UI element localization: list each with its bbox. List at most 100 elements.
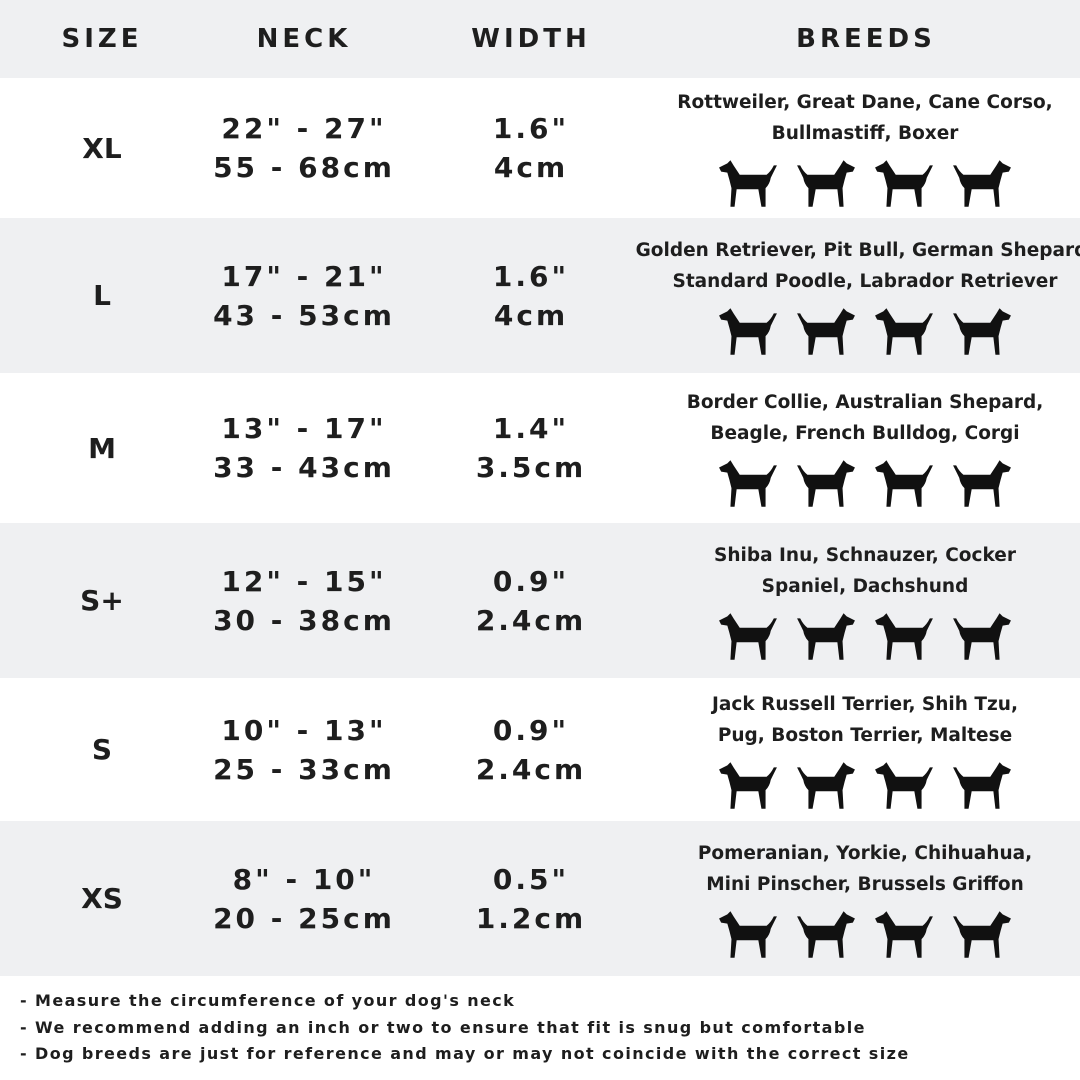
neck-inches: 17" - 21" (221, 259, 387, 293)
shih-tzu-icon (797, 761, 855, 809)
neck-cell: 8" - 10" 20 - 25cm (204, 821, 404, 976)
bullmastiff-icon (953, 160, 1011, 207)
width-inches: 0.9" (492, 713, 570, 747)
table-header: SIZE NECK WIDTH BREEDS (0, 0, 1080, 78)
width-inches: 0.9" (492, 564, 570, 598)
breeds-line: Standard Poodle, Labrador Retriever (672, 270, 1058, 292)
width-inches: 1.6" (492, 259, 570, 293)
width-cell: 1.6" 4cm (431, 218, 631, 373)
size-label: XL (82, 131, 122, 165)
breeds-line: Pug, Boston Terrier, Maltese (717, 724, 1013, 746)
note: - Dog breeds are just for reference and … (20, 1044, 910, 1063)
note: - Measure the circumference of your dog'… (20, 991, 516, 1010)
width-cm: 2.4cm (475, 603, 587, 637)
notes: - Measure the circumference of your dog'… (20, 988, 910, 1068)
breeds-line: Mini Pinscher, Brussels Griffon (706, 873, 1024, 895)
breeds-cell: Golden Retriever, Pit Bull, German Shepa… (330, 218, 1080, 373)
breeds-line: Jack Russell Terrier, Shih Tzu, (712, 693, 1018, 715)
breeds-line: Bullmastiff, Boxer (771, 123, 959, 144)
dachshund-icon (953, 612, 1011, 660)
shiba-inu-icon (719, 612, 777, 660)
cane-corso-icon (875, 160, 933, 207)
table-row: S+ 12" - 15" 30 - 38cm 0.9" 2.4cm Shiba … (0, 523, 1080, 678)
header-breeds: BREEDS (796, 24, 936, 54)
neck-inches: 12" - 15" (221, 564, 387, 598)
breeds-line: Golden Retriever, Pit Bull, German Shepa… (635, 239, 1080, 261)
header-size: SIZE (61, 24, 143, 54)
note: - We recommend adding an inch or two to … (20, 1017, 866, 1037)
breeds-cell: Pomeranian, Yorkie, Chihuahua, Mini Pins… (330, 821, 1080, 976)
header-neck: NECK (256, 24, 352, 54)
neck-cm: 55 - 68cm (213, 151, 395, 184)
chihuahua-icon (875, 910, 933, 958)
dog-icons (717, 157, 1013, 209)
french-bulldog-icon (875, 460, 933, 507)
table-row: M 13" - 17" 33 - 43cm 1.4" 3.5cm Border … (0, 373, 1080, 523)
border-collie-icon (719, 460, 777, 507)
width-inches: 1.4" (492, 412, 570, 445)
great-dane-icon (797, 160, 855, 207)
width-cell: 0.9" 2.4cm (431, 523, 631, 678)
neck-cell: 22" - 27" 55 - 68cm (204, 78, 404, 218)
size-label: XS (81, 882, 123, 915)
breeds-cell: Border Collie, Australian Shepard, Beagl… (330, 373, 1080, 523)
header-width: WIDTH (471, 24, 591, 54)
table-row: XS 8" - 10" 20 - 25cm 0.5" 1.2cm Pomeran… (0, 821, 1080, 976)
neck-inches: 13" - 17" (221, 412, 387, 445)
breeds-line: Spaniel, Dachshund (761, 575, 969, 597)
jack-russell-icon (719, 761, 777, 809)
breeds-line: Beagle, French Bulldog, Corgi (710, 423, 1020, 444)
breeds-line: Rottweiler, Great Dane, Cane Corso, (677, 92, 1053, 113)
width-cm: 4cm (493, 151, 569, 184)
cocker-spaniel-icon (875, 612, 933, 660)
german-shepherd-icon (953, 307, 1011, 355)
neck-inches: 22" - 27" (221, 112, 387, 145)
width-cm: 4cm (493, 298, 569, 332)
size-label: S (91, 733, 113, 766)
width-inches: 1.6" (492, 112, 570, 145)
table-row: L 17" - 21" 43 - 53cm 1.6" 4cm Golden Re… (0, 218, 1080, 373)
breeds-cell: Jack Russell Terrier, Shih Tzu, Pug, Bos… (330, 678, 1080, 821)
width-cm: 3.5cm (475, 451, 587, 484)
pomeranian-icon (719, 910, 777, 958)
dog-icons (717, 908, 1013, 960)
width-cm: 2.4cm (475, 752, 587, 786)
breeds-cell: Rottweiler, Great Dane, Cane Corso, Bull… (330, 78, 1080, 218)
neck-cm: 33 - 43cm (213, 451, 395, 484)
neck-inches: 10" - 13" (221, 713, 387, 747)
dog-icons (717, 305, 1013, 357)
neck-cell: 12" - 15" 30 - 38cm (204, 523, 404, 678)
size-label: M (88, 431, 116, 465)
rottweiler-icon (719, 160, 777, 207)
breeds-line: Pomeranian, Yorkie, Chihuahua, (697, 842, 1033, 864)
pug-icon (875, 761, 933, 809)
neck-inches: 8" - 10" (232, 862, 376, 896)
beagle-icon (797, 460, 855, 507)
width-cell: 1.4" 3.5cm (431, 373, 631, 523)
width-cell: 0.9" 2.4cm (431, 678, 631, 821)
width-cell: 0.5" 1.2cm (431, 821, 631, 976)
schnauzer-icon (797, 612, 855, 660)
width-cell: 1.6" 4cm (431, 78, 631, 218)
mini-pinscher-icon (953, 910, 1011, 958)
dog-icons (717, 759, 1013, 811)
width-inches: 0.5" (492, 862, 570, 896)
neck-cell: 10" - 13" 25 - 33cm (204, 678, 404, 821)
neck-cell: 17" - 21" 43 - 53cm (204, 218, 404, 373)
width-cm: 1.2cm (475, 901, 587, 935)
yorkie-icon (797, 910, 855, 958)
golden-retriever-icon (719, 307, 777, 355)
size-label: S+ (80, 584, 124, 617)
breeds-cell: Shiba Inu, Schnauzer, Cocker Spaniel, Da… (330, 523, 1080, 678)
table-row: XL 22" - 27" 55 - 68cm 1.6" 4cm Rottweil… (0, 78, 1080, 218)
maltese-icon (953, 761, 1011, 809)
breeds-line: Shiba Inu, Schnauzer, Cocker (714, 544, 1016, 566)
corgi-icon (953, 460, 1011, 507)
poodle-icon (875, 307, 933, 355)
size-label: L (93, 279, 111, 312)
breeds-line: Border Collie, Australian Shepard, (686, 392, 1044, 413)
labrador-icon (797, 307, 855, 355)
neck-cm: 43 - 53cm (213, 298, 395, 332)
table-row: S 10" - 13" 25 - 33cm 0.9" 2.4cm Jack Ru… (0, 678, 1080, 821)
neck-cm: 30 - 38cm (213, 603, 395, 637)
